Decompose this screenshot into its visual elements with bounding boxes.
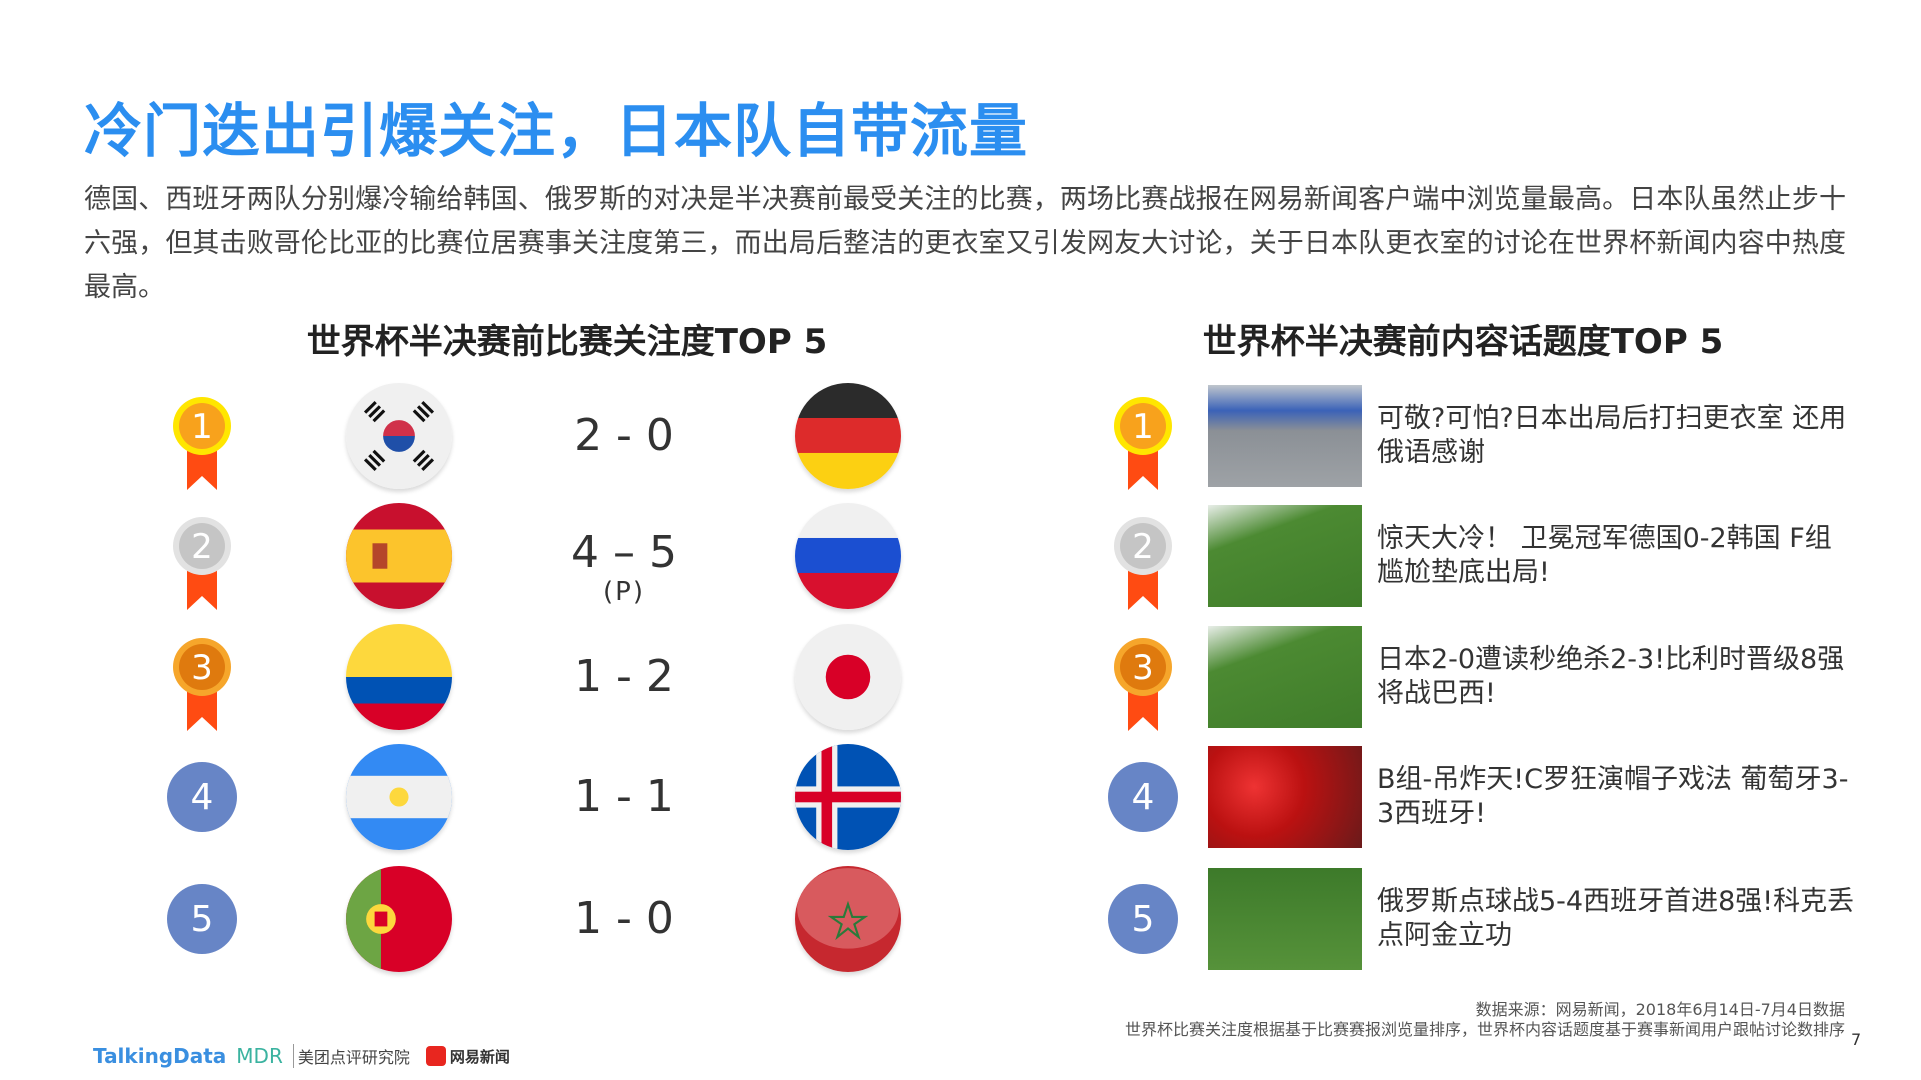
news-headline[interactable]: 日本2-0遭读秒绝杀2-3!比利时晋级8强将战巴西! (1377, 644, 1845, 709)
colombia-flag-icon (346, 624, 452, 730)
score-text: 1 - 2 (574, 651, 674, 702)
rank-number: 2 (191, 527, 213, 567)
score-text: 2 - 0 (574, 410, 674, 461)
netease-news-icon (425, 1046, 446, 1066)
data-source: 数据来源：网易新闻，2018年6月14日-7月4日数据 (1475, 1000, 1845, 1019)
news-photo[interactable] (1208, 505, 1362, 607)
page-number: 7 (1851, 1030, 1862, 1049)
rank-number: 2 (1132, 527, 1154, 567)
news-headline[interactable]: 可敬?可怕?日本出局后打扫更衣室 还用俄语感谢 (1377, 403, 1847, 468)
rank-number: 5 (190, 898, 214, 940)
rank-number: 4 (1131, 776, 1155, 818)
korea-flag-icon (346, 383, 452, 489)
page-title: 冷门迭出引爆关注，日本队自带流量 (84, 97, 1029, 165)
match-score: 1 - 2 (524, 653, 724, 701)
japan-flag-icon (795, 624, 901, 730)
news-headline[interactable]: 惊天大冷！ 卫冕冠军德国0-2韩国 F组尴尬垫底出局! (1377, 523, 1832, 588)
portugal-flag-icon (346, 866, 452, 972)
match-score: 1 - 0 (524, 895, 724, 943)
gold-medal-icon: 1 (169, 396, 235, 492)
match-score: 2 - 0 (524, 412, 724, 460)
meituan-logo: 美团点评研究院 (292, 1044, 410, 1068)
left-heading: 世界杯半决赛前比赛关注度TOP 5 (306, 322, 828, 362)
talkingdata-logo: TalkingData (93, 1044, 227, 1068)
score-text: 4 – 5 (571, 527, 677, 578)
bronze-medal-icon: 3 (169, 637, 235, 733)
penalty-note: (P) (603, 577, 645, 607)
score-text: 1 - 0 (574, 893, 674, 944)
intro-paragraph: 德国、西班牙两队分别爆冷输给韩国、俄罗斯的对决是半决赛前最受关注的比赛，两场比赛… (84, 184, 1846, 303)
gold-medal-icon: 1 (1110, 396, 1176, 492)
argentina-flag-icon (346, 744, 452, 850)
score-text: 1 - 1 (574, 771, 674, 822)
logo-bar: TalkingData MDR 美团点评研究院 网易新闻 (93, 1044, 510, 1068)
rank-number: 1 (1132, 407, 1154, 447)
bronze-medal-icon: 3 (1110, 637, 1176, 733)
silver-medal-icon: 2 (1110, 516, 1176, 612)
news-photo[interactable] (1208, 746, 1362, 848)
rank-number: 3 (1132, 648, 1154, 688)
rank-badge: 4 (167, 762, 237, 832)
rank-number: 5 (1131, 898, 1155, 940)
spain-flag-icon (346, 503, 452, 609)
iceland-flag-icon (795, 744, 901, 850)
rank-number: 4 (190, 776, 214, 818)
rank-number: 3 (191, 648, 213, 688)
news-headline[interactable]: 俄罗斯点球战5-4西班牙首进8强!科克丢点阿金立功 (1377, 886, 1855, 951)
russia-flag-icon (795, 503, 901, 609)
silver-medal-icon: 2 (169, 516, 235, 612)
rank-badge: 4 (1108, 762, 1178, 832)
morocco-flag-icon (795, 866, 901, 972)
ranking-method: 世界杯比赛关注度根据基于比赛赛报浏览量排序，世界杯内容话题度基于赛事新闻用户跟帖… (1124, 1020, 1845, 1039)
mdr-logo: MDR (236, 1044, 283, 1068)
news-photo[interactable] (1208, 385, 1362, 487)
rank-number: 1 (191, 407, 213, 447)
netease-news-logo: 网易新闻 (449, 1047, 510, 1066)
rank-badge: 5 (1108, 884, 1178, 954)
news-headline[interactable]: B组-吊炸天!C罗狂演帽子戏法 葡萄牙3-3西班牙! (1377, 764, 1849, 829)
rank-badge: 5 (167, 884, 237, 954)
news-photo[interactable] (1208, 626, 1362, 728)
match-score: 1 - 1 (524, 773, 724, 821)
news-photo[interactable] (1208, 868, 1362, 970)
match-score: 4 – 5 (P) (524, 527, 724, 608)
germany-flag-icon (795, 383, 901, 489)
right-heading: 世界杯半决赛前内容话题度TOP 5 (1202, 322, 1724, 362)
